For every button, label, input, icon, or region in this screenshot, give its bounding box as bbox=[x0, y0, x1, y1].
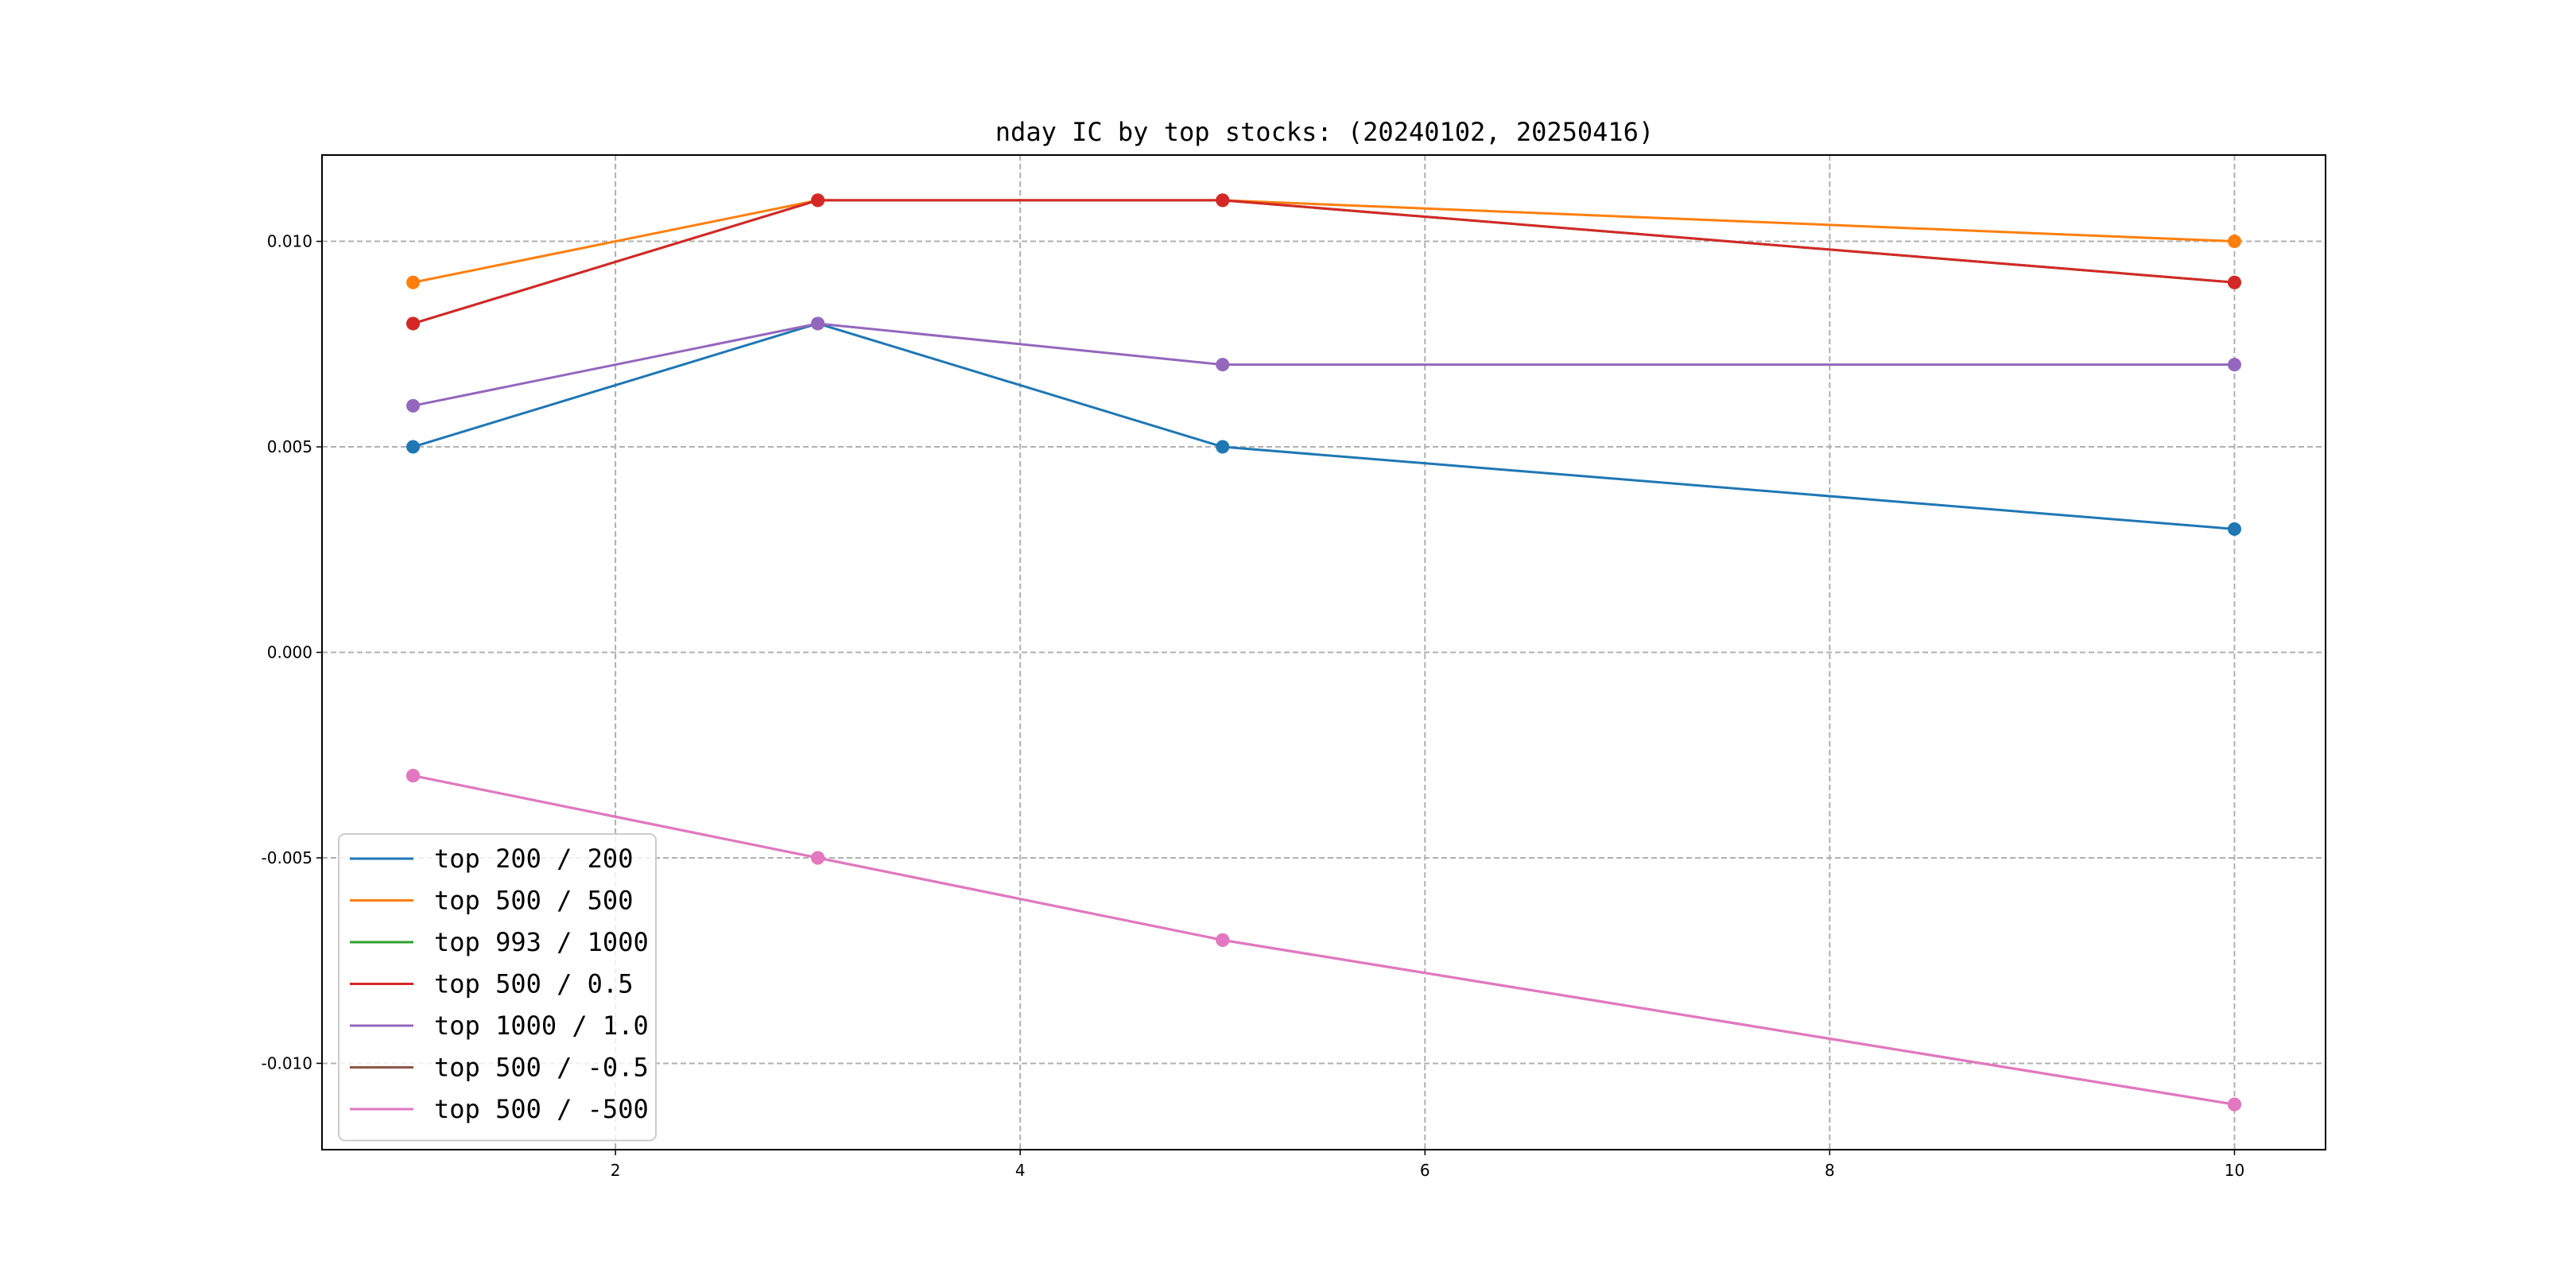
legend-label: top 500 / -0.5 bbox=[434, 1053, 649, 1083]
data-point bbox=[406, 769, 421, 783]
y-tick-label: 0.000 bbox=[267, 643, 312, 662]
y-tick-label: 0.005 bbox=[267, 437, 312, 456]
series-3 bbox=[406, 193, 2241, 331]
y-tick-label: 0.010 bbox=[267, 232, 312, 251]
legend-label: top 200 / 200 bbox=[434, 844, 633, 874]
data-point bbox=[2227, 522, 2241, 536]
y-tick-label: -0.010 bbox=[262, 1053, 312, 1073]
series-line bbox=[413, 774, 2235, 1106]
y-axis: -0.010 -0.005 0.000 0.005 0.010 bbox=[262, 232, 322, 1073]
data-point bbox=[406, 275, 421, 289]
data-point bbox=[406, 398, 421, 413]
x-tick-label: 10 bbox=[2225, 1161, 2244, 1180]
x-tick-label: 2 bbox=[611, 1161, 621, 1180]
legend-label: top 993 / 1000 bbox=[434, 927, 649, 957]
series-line bbox=[413, 774, 2235, 1106]
data-point bbox=[811, 851, 825, 865]
data-point bbox=[1216, 933, 1230, 947]
x-tick-label: 4 bbox=[1015, 1161, 1026, 1180]
data-point bbox=[2227, 275, 2241, 289]
series-line bbox=[413, 199, 2235, 325]
legend-label: top 500 / 0.5 bbox=[434, 969, 633, 999]
series-5 bbox=[406, 316, 2241, 413]
x-tick-label: 6 bbox=[1420, 1161, 1430, 1180]
series-line bbox=[413, 199, 2235, 325]
data-point bbox=[811, 316, 825, 331]
x-axis: 2 4 6 8 10 bbox=[611, 1150, 2244, 1180]
series-7 bbox=[406, 769, 2241, 1111]
series-1 bbox=[406, 316, 2241, 536]
data-point bbox=[2227, 1097, 2241, 1111]
chart-title: nday IC by top stocks: (20240102, 202504… bbox=[995, 117, 1654, 147]
data-point bbox=[2227, 235, 2241, 249]
data-point bbox=[1216, 440, 1230, 454]
legend: top 200 / 200 top 500 / 500 top 993 / 1000… bbox=[338, 833, 657, 1142]
legend-frame bbox=[338, 833, 657, 1142]
series-line bbox=[413, 322, 2235, 407]
series-line bbox=[413, 322, 2235, 530]
data-point bbox=[1216, 358, 1230, 372]
legend-label: top 500 / -500 bbox=[434, 1094, 649, 1124]
data-point bbox=[406, 316, 421, 331]
series-4 bbox=[406, 193, 2241, 331]
data-point bbox=[811, 193, 825, 208]
x-tick-label: 8 bbox=[1825, 1161, 1835, 1180]
legend-label: top 1000 / 1.0 bbox=[434, 1011, 649, 1041]
data-point bbox=[2227, 358, 2241, 372]
series-group bbox=[406, 193, 2241, 1111]
legend-label: top 500 / 500 bbox=[434, 886, 633, 916]
data-point bbox=[1216, 193, 1230, 208]
data-point bbox=[406, 440, 421, 454]
y-tick-label: -0.005 bbox=[262, 848, 312, 867]
